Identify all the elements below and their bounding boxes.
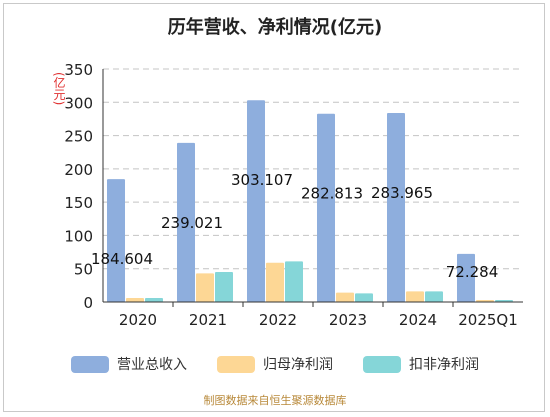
bar-deducted-profit (215, 272, 233, 302)
chart-title: 历年营收、净利情况(亿元) (167, 17, 383, 38)
data-label: 282.813 (301, 185, 363, 203)
legend-label-revenue: 营业总收入 (117, 357, 187, 373)
bar-revenue (247, 100, 265, 302)
legend-swatch-deducted-profit (363, 355, 401, 373)
y-tick-label: 100 (64, 227, 93, 245)
legend-label-deducted-profit: 扣非净利润 (409, 357, 479, 373)
y-axis-unit-label: (亿元) (52, 72, 66, 106)
data-source-note: 制图数据来自恒生聚源数据库 (203, 394, 347, 407)
data-labels: 184.604 239.021 303.107 282.813 283.965 72.28… (91, 171, 498, 281)
x-tick-label: 2020 (119, 311, 157, 329)
gridlines (103, 68, 523, 270)
bar-net-profit (126, 298, 144, 302)
data-label: 283.965 (371, 184, 433, 202)
bar-net-profit (336, 292, 354, 302)
bar-revenue (317, 113, 335, 302)
bar-revenue (107, 179, 125, 302)
y-tick-label: 150 (64, 194, 93, 212)
data-label: 239.021 (161, 214, 223, 232)
bar-deducted-profit (285, 261, 303, 302)
legend: 营业总收入 归母净利润 扣非净利润 (0, 354, 550, 374)
data-label: 303.107 (231, 171, 293, 189)
x-tick-label: 2022 (259, 311, 297, 329)
bar-revenue (177, 142, 195, 302)
x-tick-label: 2021 (189, 311, 227, 329)
legend-swatch-net-profit (217, 355, 255, 373)
bar-deducted-profit (355, 293, 373, 302)
y-axis-ticks: 0 50 100 150 200 250 300 350 (64, 61, 93, 312)
bar-net-profit (406, 291, 424, 302)
legend-item-revenue[interactable]: 营业总收入 (71, 354, 187, 374)
x-tick-label: 2023 (329, 311, 367, 329)
data-label: 184.604 (91, 250, 153, 268)
y-tick-label: 200 (64, 161, 93, 179)
y-tick-label: 250 (64, 128, 93, 146)
y-tick-label: 50 (74, 261, 93, 279)
bars (107, 100, 513, 302)
bar-net-profit (266, 262, 284, 302)
x-axis: 2020 2021 2022 2023 2024 2025Q1 (102, 69, 523, 329)
legend-item-net-profit[interactable]: 归母净利润 (217, 354, 333, 374)
x-tick-label: 2024 (399, 311, 437, 329)
chart-frame (3, 3, 545, 412)
x-tick-label: 2025Q1 (458, 311, 518, 329)
legend-item-deducted-profit[interactable]: 扣非净利润 (363, 354, 479, 374)
bar-deducted-profit (145, 298, 163, 302)
bar-deducted-profit (425, 291, 443, 302)
y-tick-label: 0 (83, 294, 93, 312)
bar-revenue (387, 112, 405, 302)
y-tick-label: 300 (64, 94, 93, 112)
legend-swatch-revenue (71, 355, 109, 373)
bar-revenue (457, 253, 475, 302)
legend-label-net-profit: 归母净利润 (263, 357, 333, 373)
data-label: 72.284 (446, 263, 499, 281)
bar-net-profit (196, 273, 214, 302)
y-tick-label: 350 (64, 61, 93, 79)
